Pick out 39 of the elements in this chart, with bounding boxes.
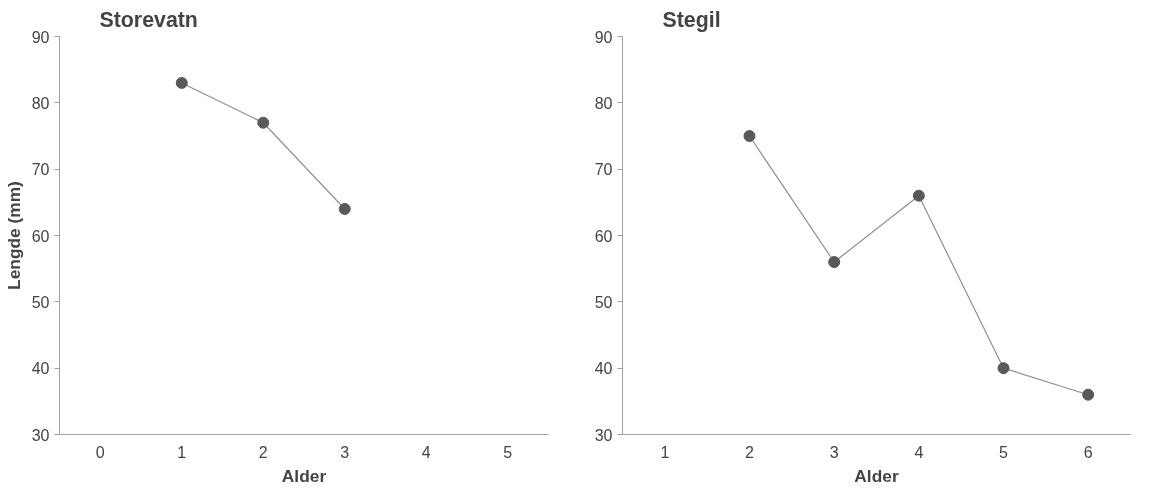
y-tick-label: 70 <box>31 161 50 179</box>
x-tick-label: 3 <box>829 443 839 461</box>
x-tick-label: 5 <box>999 443 1009 461</box>
x-tick-label: 4 <box>914 443 924 461</box>
y-tick-label: 70 <box>594 161 613 179</box>
point <box>743 130 756 142</box>
point <box>257 116 270 129</box>
point <box>997 362 1010 375</box>
y-tick-label: 60 <box>31 227 50 245</box>
x-tick-label: 1 <box>660 443 670 461</box>
y-tick-label: 30 <box>31 426 50 444</box>
x-axis-title: Alder <box>854 465 899 486</box>
x-tick-label: 0 <box>95 443 105 461</box>
x-tick-label: 2 <box>745 443 755 461</box>
y-tick-label: 40 <box>594 360 613 378</box>
y-tick-label: 50 <box>31 293 50 311</box>
point <box>912 189 925 202</box>
chart-title: Storevatn <box>99 7 198 32</box>
y-tick-label: 30 <box>594 426 613 444</box>
x-tick-label: 1 <box>177 443 187 461</box>
y-tick-label: 50 <box>594 293 613 311</box>
y-axis-title: Lengde (mm) <box>3 181 24 290</box>
y-tick-label: 80 <box>594 94 613 112</box>
x-tick-label: 5 <box>503 443 513 461</box>
point <box>828 256 841 269</box>
x-tick-label: 4 <box>421 443 431 461</box>
y-tick-label: 60 <box>594 227 613 245</box>
point <box>175 76 188 89</box>
y-tick-label: 90 <box>31 28 50 46</box>
chart-title: Stegil <box>662 7 721 32</box>
x-tick-label: 6 <box>1083 443 1093 461</box>
point <box>1082 388 1095 401</box>
y-tick-label: 80 <box>31 94 50 112</box>
y-tick-label: 40 <box>31 360 50 378</box>
x-tick-label: 3 <box>340 443 350 461</box>
x-axis-title: Alder <box>281 465 327 486</box>
y-tick-label: 90 <box>594 28 613 46</box>
point <box>338 202 351 215</box>
x-tick-label: 2 <box>258 443 268 461</box>
